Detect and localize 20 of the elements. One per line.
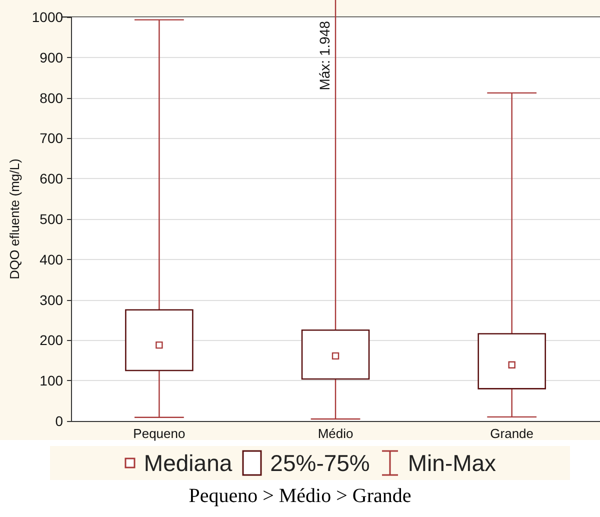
x-tick-label: Grande	[490, 426, 534, 441]
text: Mediana	[144, 450, 232, 476]
annotation: Máx: 1.948	[316, 20, 333, 90]
y-tick-label: 200	[40, 332, 64, 348]
y-tick-label: 500	[40, 211, 64, 227]
y-tick-label: 900	[40, 49, 64, 66]
y-tick-label: 100	[40, 372, 64, 389]
y-tick-label: 600	[40, 170, 64, 187]
text: Pequeno > Médio > Grande	[188, 485, 412, 508]
y-tick-label: 400	[40, 251, 64, 268]
text: 25%-75%	[270, 450, 370, 476]
x-tick-label: Médio	[318, 426, 354, 441]
y-tick-label: 300	[40, 292, 64, 308]
y-axis-title: DQO efluente (mg/L)	[7, 158, 22, 280]
y-tick-label: 800	[40, 90, 64, 106]
y-tick-label: 700	[40, 130, 64, 146]
x-tick-label: Pequeno	[133, 426, 186, 441]
y-tick-label: 0	[55, 413, 64, 429]
text: Min-Max	[408, 450, 496, 476]
y-tick-label: 1000	[32, 9, 64, 25]
